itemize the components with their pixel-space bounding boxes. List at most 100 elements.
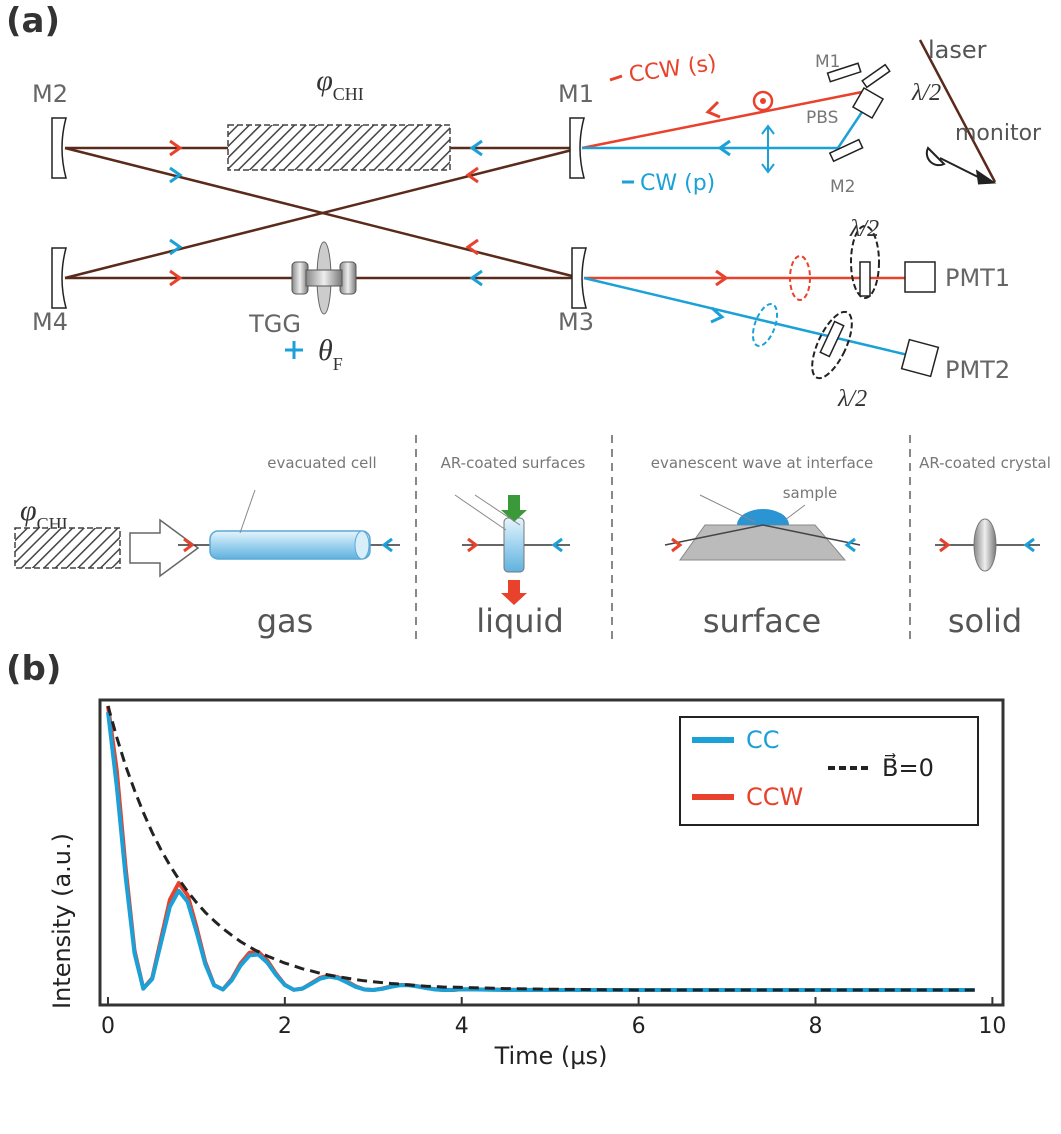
sample-icons-part [239,489,256,534]
annotation: evacuated cell [267,454,376,472]
mirror-part [51,117,67,179]
detection-beams-part [751,303,779,347]
sample-icons-part [1023,537,1035,553]
sample-icons-part [939,537,951,553]
input-beams-part [705,100,721,119]
annotation: evanescent wave at interface [651,454,874,472]
subscript: CHI [333,84,364,104]
sample-icons-part [129,518,200,578]
legend: CC CCW B⃗=0 [679,716,979,826]
symbol: φ [20,494,37,527]
input-beams-part [925,146,946,167]
detection-beams-part [900,338,940,378]
mirror-part [569,117,585,179]
detection-beams-part [710,306,725,324]
plot-area: 0 2 4 6 8 10 [101,705,1006,1039]
sample-icons-part [737,509,789,525]
pmt-label: PMT2 [945,356,1010,384]
legend-label: CC [746,726,780,754]
input-beams [581,39,997,185]
data-line [106,711,975,992]
detection-beams-part [859,261,871,297]
y-axis-label: Intensity (a.u.) [48,833,76,1009]
detection-beams-part [715,269,729,287]
detection-beams-part [819,320,845,358]
plot-frame [98,698,1005,1007]
chiral-sample [227,124,451,171]
symbol: θ [318,334,333,367]
detection-beams-part [789,255,811,301]
panel-label: (a) [6,1,60,41]
mirror-part [51,247,67,309]
detection-beams [583,225,940,380]
sample-type: gas [257,602,314,640]
beam-arrow-part [465,238,479,256]
x-tick-label: 8 [809,1014,823,1039]
input-beams-part [761,124,775,135]
symbol: φ [316,64,333,97]
sample-icons-part [381,537,393,553]
sample-icons-part [474,494,521,526]
annotation: AR-coated surfaces [441,454,586,472]
input-beams-part [828,138,864,163]
sample-icons-part [209,530,371,560]
faraday-rotator-part [305,269,343,287]
sample-icons-part [501,580,527,605]
waveplate-label: λ/2 [911,80,941,106]
input-beams-part [851,86,885,120]
x-axis-label: Time (μs) [494,1042,608,1070]
subscript: F [333,354,343,374]
dash-mark-part [609,74,623,82]
chiral-label: φCHI [316,64,364,104]
sample-icons-part [844,537,856,553]
legend-label: CCW [746,783,803,811]
plus-sign [285,341,303,359]
mirror-label: M3 [558,308,594,336]
tgg-label: TGG [248,310,301,338]
chiral-sample-part [227,124,451,171]
beam-arrow-part [469,269,483,287]
beam-path-part [64,146,581,280]
input-beams-part [582,111,864,150]
mirror-label: M2 [830,177,855,197]
mirror-label: M4 [32,308,68,336]
detection-beams-part [904,261,936,293]
input-beams-part [826,62,862,83]
sample-icons-part [503,517,525,573]
input-beams-part [975,169,997,185]
mirror-label: M1 [815,52,840,72]
cw-label: CW (p) [640,171,715,196]
input-beams-part [861,63,891,89]
faraday-label: θF [318,334,343,374]
sample-icons-part [664,524,861,546]
x-tick-label: 10 [978,1014,1006,1039]
mirror-part [571,247,587,309]
waveplate-label: λ/2 [837,386,867,412]
x-tick-label: 4 [455,1014,469,1039]
sample-icons-part [14,527,121,569]
sample-icons [14,489,1040,605]
detection-beams-part [583,276,909,357]
beam-arrow-part [169,269,183,287]
separator [415,435,911,640]
pmt-label: PMT1 [945,264,1010,292]
beam-arrow-part [469,139,483,157]
input-beams-part [717,139,731,157]
beam-arrow-part [169,238,183,256]
beam-arrow-part [169,139,183,157]
sample-icons-part [784,504,806,521]
legend-label: B⃗=0 [882,753,934,782]
laser-label: laser [928,36,987,64]
ccw-label: CCW (s) [627,51,718,88]
faraday-rotator [291,241,357,315]
beam-arrow-part [169,166,183,184]
sample-icons-part [679,524,847,561]
mirror-label: M2 [32,80,68,108]
sample-icons-part [699,494,756,523]
input-beams-part [761,163,775,174]
sample-type: surface [703,602,821,640]
annotation: AR-coated crystal [919,454,1051,472]
sample-icons-part [467,537,479,553]
sample-icons-part [671,537,683,553]
